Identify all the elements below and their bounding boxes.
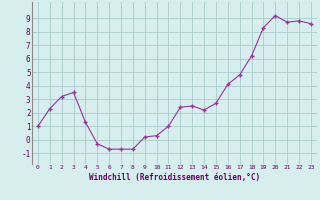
X-axis label: Windchill (Refroidissement éolien,°C): Windchill (Refroidissement éolien,°C) <box>89 173 260 182</box>
